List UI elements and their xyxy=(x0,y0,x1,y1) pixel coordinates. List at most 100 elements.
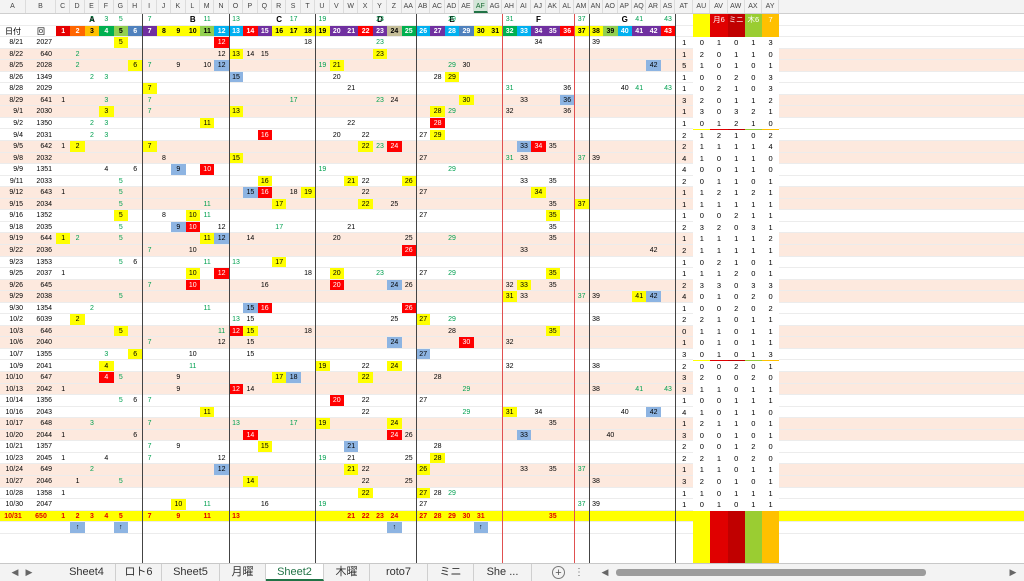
summary-cell[interactable]: 1 xyxy=(710,499,728,511)
column-header-ad[interactable]: AD xyxy=(445,0,460,13)
summary-cell[interactable]: 1 xyxy=(710,325,728,338)
cell-a[interactable]: 10/3 xyxy=(9,327,23,335)
cell-x[interactable]: 22 xyxy=(361,397,370,405)
cell-b[interactable]: 2047 xyxy=(36,501,52,509)
cell-ac[interactable]: 28 xyxy=(433,374,442,382)
cell-a[interactable]: 8/25 xyxy=(9,62,23,70)
summary-cell[interactable]: 3 xyxy=(693,106,711,118)
summary-cell[interactable]: 3 xyxy=(682,373,687,383)
column-header-at[interactable]: AT xyxy=(675,0,694,13)
summary-cell[interactable]: 2 xyxy=(762,129,780,142)
cell-j[interactable]: 8 xyxy=(156,25,172,37)
column-header-ay[interactable]: AY xyxy=(762,0,780,13)
cell-g[interactable]: 5 xyxy=(113,325,128,337)
cell-f[interactable]: 3 xyxy=(99,106,114,117)
cell-ar[interactable]: 42 xyxy=(649,247,658,254)
cell-b[interactable]: 2045 xyxy=(36,454,52,462)
column-header-aw[interactable]: AW xyxy=(728,0,745,13)
cell-ak[interactable]: 35 xyxy=(548,223,557,231)
summary-cell[interactable]: 2 xyxy=(693,94,711,107)
summary-cell[interactable]: 1 xyxy=(682,488,687,498)
cell-f[interactable]: 3 xyxy=(104,16,109,23)
cell-ak[interactable]: 35 xyxy=(548,281,557,289)
summary-cell[interactable]: 0 xyxy=(710,395,728,407)
summary-cell[interactable]: 2 xyxy=(744,372,762,384)
cell-a[interactable]: 10/13 xyxy=(5,385,23,393)
cell-b[interactable]: 1356 xyxy=(36,397,52,405)
cell-r[interactable]: 17 xyxy=(275,223,284,231)
summary-cell[interactable]: 2 xyxy=(710,256,728,269)
add-sheet-button[interactable]: + xyxy=(552,566,565,579)
cell-m[interactable]: 11 xyxy=(203,501,211,509)
cell-b[interactable]: 1357 xyxy=(36,443,52,451)
cell-l[interactable]: 10 xyxy=(185,268,200,279)
summary-cell[interactable]: 0 xyxy=(762,291,780,303)
cell-e[interactable]: 2 xyxy=(90,304,94,312)
cell-w[interactable]: 22 xyxy=(347,119,356,127)
summary-cell[interactable]: 1 xyxy=(744,210,762,222)
cell-f[interactable]: 4 xyxy=(104,512,109,520)
cell-d[interactable]: 2 xyxy=(70,25,85,37)
summary-cell[interactable]: 0 xyxy=(710,406,728,419)
summary-cell[interactable]: 4 xyxy=(682,407,687,417)
sheet-tab[interactable]: She ... xyxy=(474,564,532,581)
column-header-q[interactable]: Q xyxy=(258,0,272,13)
cell-s[interactable]: 18 xyxy=(286,372,301,383)
cell-ak[interactable]: 35 xyxy=(548,200,557,208)
summary-cell[interactable]: 3 xyxy=(744,279,762,292)
cell-an[interactable]: 38 xyxy=(592,316,600,324)
summary-cell[interactable]: 0 xyxy=(727,314,745,326)
summary-cell[interactable]: 0 xyxy=(693,117,711,130)
cell-m[interactable]: 11 xyxy=(203,16,211,23)
cell-ae[interactable]: 30 xyxy=(462,512,471,520)
cell-k[interactable]: 9 xyxy=(176,512,181,520)
summary-cell[interactable]: 1 xyxy=(693,233,711,245)
cell-e[interactable]: 2 xyxy=(90,131,94,139)
cell-ai[interactable]: 33 xyxy=(516,141,532,152)
summary-cell[interactable]: 1 xyxy=(727,429,745,442)
cell-x[interactable]: 22 xyxy=(358,372,373,383)
cell-am[interactable]: 37 xyxy=(577,293,586,301)
cell-b[interactable]: 647 xyxy=(40,374,52,382)
cell-w[interactable]: 21 xyxy=(344,25,359,37)
summary-cell[interactable]: 0 xyxy=(762,452,780,465)
cell-i[interactable]: 7 xyxy=(147,16,152,23)
cell-ai[interactable]: 33 xyxy=(520,466,528,474)
cell-b[interactable]: 2030 xyxy=(36,108,52,116)
cell-a[interactable]: 10/10 xyxy=(5,374,23,382)
summary-cell[interactable]: 1 xyxy=(762,337,780,349)
summary-cell[interactable]: 0 xyxy=(693,499,711,511)
cell-a[interactable]: 9/9 xyxy=(13,166,23,174)
column-header-g[interactable]: G xyxy=(114,0,128,13)
cell-ap[interactable]: 40 xyxy=(620,85,629,93)
column-header-r[interactable]: R xyxy=(272,0,287,13)
summary-cell[interactable]: 1 xyxy=(693,383,711,396)
cell-q[interactable]: 16 xyxy=(257,129,272,141)
cell-q[interactable]: 16 xyxy=(257,187,272,198)
cell-b[interactable]: 645 xyxy=(40,281,52,289)
cell-a[interactable]: 9/8 xyxy=(13,154,23,162)
cell-aj[interactable]: F xyxy=(535,15,541,24)
cell-g[interactable]: 5 xyxy=(118,478,123,485)
column-header-x[interactable]: X xyxy=(358,0,373,13)
cell-y[interactable]: 23 xyxy=(372,25,388,37)
cell-b[interactable]: 1351 xyxy=(36,166,52,174)
cell-ab[interactable]: 27 xyxy=(419,512,428,520)
cell-e[interactable]: 2 xyxy=(90,466,94,474)
cell-ac[interactable]: 28 xyxy=(430,452,445,464)
cell-ad[interactable]: 29 xyxy=(448,235,456,243)
cell-al[interactable]: 36 xyxy=(560,25,575,37)
summary-cell[interactable]: 1 xyxy=(682,84,687,94)
cell-m[interactable]: 11 xyxy=(203,200,211,208)
cell-l[interactable]: 10 xyxy=(188,350,197,358)
cell-y[interactable]: 23 xyxy=(376,143,384,151)
summary-cell[interactable]: 3 xyxy=(762,71,780,84)
cell-aa[interactable]: 26 xyxy=(404,281,413,289)
summary-cell[interactable]: 1 xyxy=(710,37,728,49)
column-header-ag[interactable]: AG xyxy=(488,0,503,13)
hscroll-left-icon[interactable]: ◀ xyxy=(601,567,609,577)
cell-ak[interactable]: 35 xyxy=(548,235,557,243)
cell-r[interactable]: 16 xyxy=(272,25,287,37)
summary-cell[interactable]: 1 xyxy=(744,314,762,326)
summary-cell[interactable]: 2 xyxy=(693,418,711,430)
